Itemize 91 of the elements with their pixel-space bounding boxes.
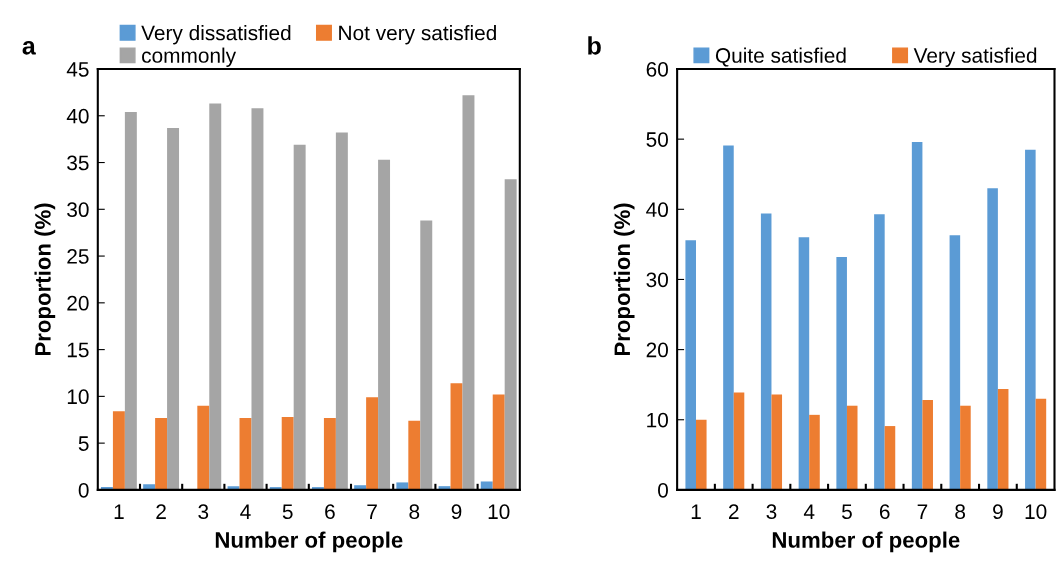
bar	[112, 411, 125, 490]
bar	[450, 383, 463, 490]
y-tick-label: 45	[66, 62, 89, 77]
legend-label: commonly	[142, 47, 237, 67]
x-tick-label: 8	[955, 504, 966, 520]
bar	[733, 392, 745, 490]
bar	[197, 405, 210, 490]
x-tick-label: 3	[766, 504, 777, 520]
x-tick-label: 7	[367, 504, 377, 519]
bar	[723, 145, 734, 490]
y-tick-label: 50	[646, 132, 668, 147]
x-axis-title: Number of people	[215, 531, 403, 553]
bar	[504, 179, 517, 490]
bar	[846, 405, 858, 490]
bar	[949, 235, 961, 490]
x-tick-label: 3	[198, 504, 209, 520]
bar	[997, 388, 1009, 490]
y-axis-title: Proportion (%)	[34, 203, 56, 356]
bar	[396, 482, 409, 490]
bar	[836, 257, 847, 490]
y-tick-label: 20	[67, 295, 89, 311]
bar	[420, 220, 433, 490]
x-tick-label: 7	[917, 504, 928, 519]
y-tick-label: 15	[67, 342, 89, 358]
bar	[209, 103, 222, 490]
x-tick-label: 2	[156, 504, 166, 519]
y-tick-label: 60	[646, 62, 668, 77]
legend-label: Quite satisfied	[715, 47, 846, 67]
x-tick-label: 9	[993, 504, 1003, 520]
x-axis-title: Number of people	[772, 531, 960, 553]
bar	[798, 237, 810, 490]
y-tick-label: 30	[646, 272, 668, 288]
bar	[685, 240, 696, 490]
chart-title: a	[22, 40, 36, 55]
x-tick-label: 4	[803, 504, 815, 519]
bar	[884, 426, 896, 490]
x-tick-label: 1	[691, 504, 701, 519]
bar	[874, 214, 885, 490]
x-tick-label: 9	[451, 504, 462, 520]
y-tick-label: 0	[658, 482, 668, 498]
x-tick-label: 8	[409, 504, 420, 520]
bar	[987, 188, 998, 490]
y-tick-label: 10	[647, 412, 668, 428]
x-tick-label: 6	[879, 504, 890, 520]
bar	[911, 141, 923, 490]
x-tick-label: 5	[841, 504, 852, 520]
y-axis-title: Proportion (%)	[613, 203, 635, 356]
bar	[760, 213, 772, 490]
x-tick-label: 10	[1025, 504, 1047, 520]
y-tick-label: 40	[646, 202, 668, 218]
bar	[492, 394, 505, 490]
bar	[239, 417, 252, 490]
bar	[335, 132, 348, 490]
bar	[378, 159, 391, 490]
y-tick-label: 0	[78, 482, 89, 498]
bar	[1035, 398, 1047, 490]
chart-title: b	[588, 36, 601, 55]
y-tick-label: 40	[66, 108, 89, 124]
x-tick-label: 10	[488, 504, 510, 520]
x-tick-label: 5	[282, 504, 293, 520]
bar	[771, 394, 783, 490]
y-tick-label: 35	[67, 155, 89, 171]
bar	[922, 400, 933, 490]
legend-label: Very dissatisfied	[141, 25, 291, 45]
legend-label: Not very satisfied	[339, 25, 496, 45]
y-tick-label: 5	[78, 436, 89, 451]
bar	[809, 414, 820, 490]
bar	[480, 481, 493, 490]
y-tick-label: 20	[646, 342, 668, 358]
x-tick-label: 6	[325, 504, 335, 520]
bar	[462, 95, 475, 490]
bar	[1025, 149, 1036, 490]
x-tick-label: 2	[728, 504, 739, 519]
bar	[323, 417, 336, 490]
bar	[155, 417, 168, 490]
x-tick-label: 1	[114, 504, 124, 519]
x-tick-label: 4	[240, 504, 251, 519]
bar	[124, 112, 137, 490]
bar	[143, 484, 156, 490]
bar	[167, 127, 180, 490]
bar	[696, 419, 707, 490]
bar	[960, 405, 971, 490]
bar	[366, 397, 379, 490]
bar	[281, 416, 294, 490]
bar	[293, 144, 306, 490]
legend-label: Very satisfied	[913, 47, 1037, 67]
y-tick-label: 10	[67, 389, 89, 405]
bar	[251, 108, 264, 490]
bar	[408, 420, 421, 490]
y-tick-label: 25	[67, 249, 89, 264]
y-tick-label: 30	[67, 202, 89, 218]
